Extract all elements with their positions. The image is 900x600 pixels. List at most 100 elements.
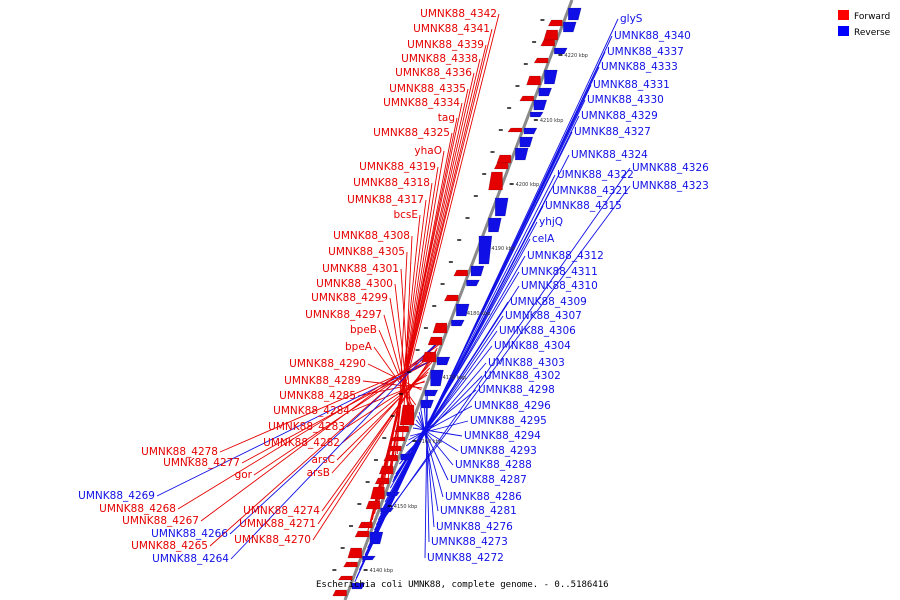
- label-leader-line: [417, 415, 449, 481]
- reverse-gene-glyph: [553, 47, 568, 55]
- reverse-gene-glyph: [430, 369, 444, 387]
- gene-label-left: UMNK88_4268: [99, 503, 176, 515]
- label-leader-line: [414, 423, 459, 452]
- gene-label-left: UMNK88_4335: [389, 83, 466, 95]
- forward-gene-glyph: [370, 486, 385, 500]
- forward-gene-glyph: [427, 336, 443, 346]
- gene-label-right: celA: [532, 233, 555, 245]
- label-leader-line: [420, 407, 439, 512]
- gene-label-left: UMNK88_4270: [234, 534, 311, 546]
- label-leader-line: [391, 199, 427, 469]
- label-leader-line: [409, 420, 469, 437]
- label-leader-line: [425, 393, 430, 543]
- label-leader-line: [380, 132, 453, 497]
- reverse-gene-glyph: [567, 7, 582, 21]
- forward-gene-glyph: [453, 269, 468, 277]
- forward-gene-glyph: [432, 322, 448, 334]
- label-leader-line: [177, 351, 437, 510]
- gene-label-right: UMNK88_4323: [632, 180, 709, 192]
- reverse-gene-glyph: [455, 303, 470, 317]
- label-leader-line: [418, 411, 444, 498]
- gene-label-right: UMNK88_4310: [521, 280, 598, 292]
- reverse-gene-glyph: [369, 531, 384, 545]
- gene-label-left: UMNK88_4301: [322, 263, 399, 275]
- forward-gene-glyph: [347, 547, 363, 559]
- label-leader-line: [383, 314, 413, 416]
- gene-label-right: UMNK88_4340: [614, 30, 691, 42]
- ruler-tick-label: 4180 kbp: [467, 311, 491, 317]
- gene-label-left: UMNK88_4336: [395, 67, 472, 79]
- gene-label-left: UMNK88_4277: [163, 457, 240, 469]
- gene-label-left: UMNK88_4289: [284, 375, 361, 387]
- forward-gene-glyph: [493, 162, 509, 170]
- label-leader-line: [394, 283, 411, 421]
- reverse-gene-glyph: [466, 279, 480, 287]
- gene-label-right: UMNK88_4331: [593, 79, 670, 91]
- forward-gene-glyph: [374, 477, 390, 485]
- legend-label-forward: Forward: [854, 12, 890, 22]
- gene-label-left: UMNK88_4265: [131, 540, 208, 552]
- gene-label-left: UMNK88_4282: [263, 437, 340, 449]
- reverse-gene-glyph: [494, 197, 509, 217]
- reverse-gene-glyph: [514, 147, 529, 161]
- gene-label-right: UMNK88_4286: [445, 491, 522, 503]
- label-leader-line: [200, 344, 439, 522]
- gene-label-left: UMNK88_4269: [78, 490, 155, 502]
- gene-label-left: UMNK88_4274: [243, 505, 320, 517]
- gene-label-right: UMNK88_4330: [587, 94, 664, 106]
- legend-label-reverse: Reverse: [854, 28, 891, 38]
- reverse-gene-glyph: [523, 127, 538, 135]
- gene-label-left: UMNK88_4305: [328, 246, 405, 258]
- gene-features: [332, 7, 582, 597]
- gene-label-left: UMNK88_4278: [141, 446, 218, 458]
- ruler-tick-label: 4160 kbp: [418, 439, 442, 445]
- gene-label-left: UMNK88_4339: [407, 39, 484, 51]
- label-leader-line: [396, 251, 408, 455]
- reverse-gene-glyph: [451, 319, 465, 327]
- gene-label-left: UMNK88_4285: [279, 390, 356, 402]
- gene-label-right: UMNK88_4294: [464, 430, 541, 442]
- label-leader-line: [230, 339, 441, 560]
- gene-label-left: UMNK88_4338: [401, 53, 478, 65]
- forward-gene-glyph: [488, 171, 503, 191]
- gene-label-left: UMNK88_4264: [152, 553, 229, 565]
- label-leader-line: [424, 389, 428, 559]
- gene-label-right: UMNK88_4321: [552, 185, 629, 197]
- reverse-gene-glyph: [436, 356, 451, 366]
- gene-label-left: tag: [438, 112, 455, 124]
- reverse-gene-glyph: [424, 389, 439, 397]
- gene-label-left: UMNK88_4299: [311, 292, 388, 304]
- forward-gene-glyph: [421, 351, 437, 363]
- gene-label-left: UMNK88_4300: [316, 278, 393, 290]
- gene-label-left: UMNK88_4325: [373, 127, 450, 139]
- forward-gene-glyph: [354, 530, 370, 538]
- gene-label-left: UMNK88_4284: [273, 405, 350, 417]
- ruler-tick-label: 4190 kbp: [491, 246, 515, 252]
- gene-label-left: UMNK88_4297: [305, 309, 382, 321]
- gene-label-right: UMNK88_4298: [478, 384, 555, 396]
- gene-label-left: bcsE: [393, 209, 418, 221]
- reverse-gene-glyph: [420, 399, 435, 409]
- label-leader-line: [372, 167, 631, 536]
- gene-label-right: UMNK88_4309: [510, 296, 587, 308]
- gene-label-right: UMNK88_4307: [505, 310, 582, 322]
- reverse-gene-glyph: [478, 235, 493, 265]
- gene-label-left: UMNK88_4271: [239, 518, 316, 530]
- gene-label-left: arsC: [311, 454, 335, 466]
- gene-labels: UMNK88_4342 UMNK88_4341 UMNK88_4339 UMNK88_…: [78, 8, 709, 565]
- forward-gene-glyph: [365, 500, 381, 510]
- gene-label-left: UMNK88_4290: [289, 358, 366, 370]
- reverse-gene-glyph: [563, 21, 577, 33]
- forward-gene-glyph: [399, 404, 415, 426]
- gene-label-left: bpeB: [350, 324, 377, 336]
- label-leader-line: [209, 341, 440, 547]
- gene-label-right: UMNK88_4273: [431, 536, 508, 548]
- ruler-tick-label: 4150 kbp: [394, 504, 418, 510]
- legend-swatch-forward: [838, 10, 849, 20]
- legend-swatch-reverse: [838, 26, 849, 36]
- legend: Forward Reverse: [838, 10, 891, 38]
- forward-gene-glyph: [394, 425, 409, 433]
- gene-label-right: UMNK88_4315: [545, 200, 622, 212]
- gene-label-right: UMNK88_4272: [427, 552, 504, 564]
